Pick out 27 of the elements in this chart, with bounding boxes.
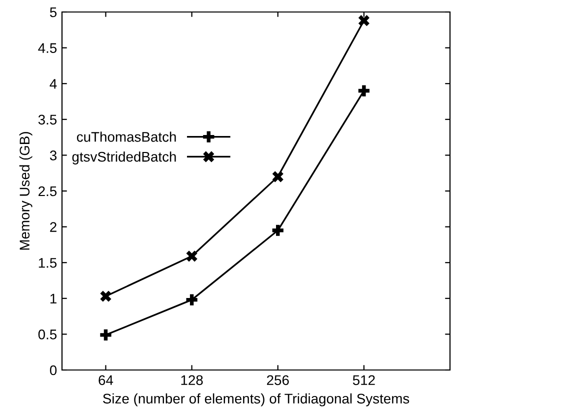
y-tick-label: 1.5 [38, 258, 57, 268]
point [272, 224, 284, 236]
y-tick-label: 4 [50, 79, 57, 89]
y-tick-label: 1 [50, 294, 56, 304]
point [100, 329, 112, 340]
x-axis-title: Size (number of elements) of Tridiagonal Systems [103, 393, 410, 406]
point [186, 250, 198, 262]
point [272, 171, 284, 182]
y-tick-label: 5 [50, 7, 57, 18]
x-tick-label: 512 [352, 375, 375, 386]
x-tick-label: 128 [181, 375, 203, 386]
legend-label: cuThomasBatch [76, 132, 176, 142]
y-tick-label: 3.5 [38, 114, 57, 125]
point [186, 294, 198, 306]
y-tick-label: 0.5 [38, 330, 57, 340]
legend-label: gtsvStridedBatch [72, 152, 176, 164]
x-tick-label: 256 [266, 375, 289, 386]
point [100, 290, 112, 302]
point [358, 15, 370, 26]
y-tick-label: 2 [50, 222, 56, 232]
y-tick-label: 4.5 [38, 43, 57, 53]
y-tick-label: 0 [50, 365, 57, 376]
point [358, 85, 370, 96]
x-tick-label: 64 [98, 375, 114, 386]
y-tick-label: 3 [50, 150, 57, 160]
y-axis-title: Memory Used (GB) [19, 132, 32, 250]
y-tick-label: 2.5 [38, 186, 57, 196]
